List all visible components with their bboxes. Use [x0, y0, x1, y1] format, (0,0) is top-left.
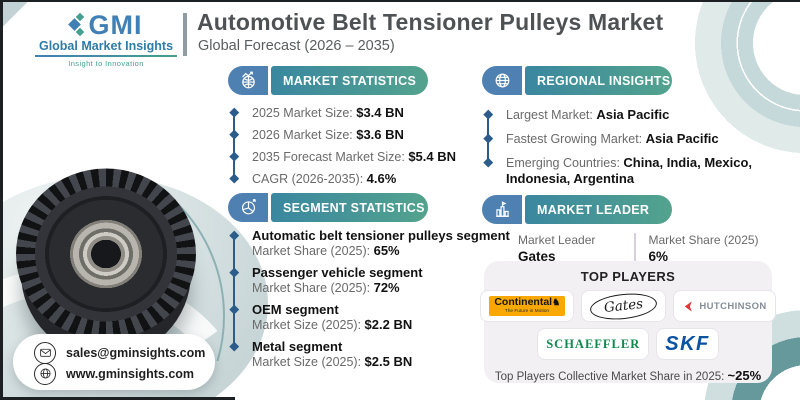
schaeffler-logo: SCHAEFFLER	[537, 328, 650, 360]
pie-chart-icon	[241, 198, 256, 215]
list-item: Passenger vehicle segment Market Share (…	[228, 265, 478, 296]
segment-statistics-title: SEGMENT STATISTICS	[271, 193, 428, 222]
pulley-image	[16, 164, 196, 360]
continental-logo: Continental♞ The Future in Motion	[480, 290, 575, 322]
regional-insights-badge	[482, 66, 522, 95]
top-players-title: TOP PLAYERS	[580, 269, 676, 284]
market-leader-stats: Market Leader Gates Market Share (2025) …	[482, 232, 770, 269]
column-statistics: MARKET STATISTICS 2025 Market Size: $3.4…	[228, 66, 510, 376]
email-icon	[34, 341, 56, 364]
regional-insights-title: REGIONAL INSIGHTS	[525, 66, 672, 95]
segment-statistics-header: SEGMENT STATISTICS	[228, 193, 428, 222]
regional-insights-list: Largest Market: Asia Pacific Fastest Gro…	[482, 107, 770, 187]
logo-name: Global Market Insights	[38, 39, 174, 53]
gmi-diamond-icon	[67, 12, 84, 38]
contact-email[interactable]: sales@gminsights.com	[66, 345, 206, 360]
market-statistics-badge	[228, 66, 268, 95]
gmi-logo: GMI Global Market Insights Insight to In…	[28, 12, 184, 68]
connector-line	[233, 115, 235, 175]
market-leader-cell: Market Leader Gates	[482, 232, 634, 265]
list-item: OEM segment Market Size (2025): $2.2 BN	[228, 302, 478, 333]
diamond-bullet-icon	[229, 230, 239, 240]
diamond-bullet-icon	[229, 173, 239, 183]
frame-edge-bottom	[0, 397, 235, 400]
contact-card: sales@gminsights.com www.gminsights.com	[13, 334, 215, 390]
skf-logo: SKF	[656, 328, 719, 360]
gates-oval: Gates	[589, 290, 659, 322]
market-statistics-list: 2025 Market Size: $3.4 BN 2026 Market Si…	[228, 105, 478, 187]
list-item: Largest Market: Asia Pacific	[482, 107, 770, 123]
market-share-cell: Market Share (2025) 6%	[636, 232, 759, 265]
continental-logo-box: Continental♞ The Future in Motion	[489, 296, 566, 316]
hutchinson-chevron-icon	[685, 300, 693, 312]
list-item: 2025 Market Size: $3.4 BN	[228, 105, 478, 121]
list-item: Metal segment Market Size (2025): $2.5 B…	[228, 339, 478, 370]
diamond-bullet-icon	[229, 151, 239, 161]
list-item: Automatic belt tensioner pulleys segment…	[228, 228, 510, 259]
regional-insights-header: REGIONAL INSIGHTS	[482, 66, 672, 95]
top-players-footer: Top Players Collective Market Share in 2…	[494, 368, 762, 383]
podium-chart-icon	[495, 201, 509, 217]
list-item: 2026 Market Size: $3.6 BN	[228, 127, 478, 143]
market-leader-label: Market Leader	[518, 233, 596, 247]
corner-wedge-decoration	[0, 0, 28, 28]
globe-icon	[495, 73, 509, 88]
diamond-bullet-icon	[229, 304, 239, 314]
diamond-bullet-icon	[229, 267, 239, 277]
globe-chart-icon	[241, 71, 255, 89]
top-players-row-1: Continental♞ The Future in Motion Gates …	[480, 290, 776, 322]
top-players-box: TOP PLAYERS Continental♞ The Future in M…	[480, 261, 776, 383]
logo-rule	[35, 55, 177, 57]
list-item: CAGR (2026-2035): 4.6%	[228, 171, 478, 187]
contact-website[interactable]: www.gminsights.com	[66, 366, 195, 381]
diamond-bullet-icon	[229, 107, 239, 117]
column-insights: REGIONAL INSIGHTS Largest Market: Asia P…	[482, 66, 770, 269]
list-item: 2035 Forecast Market Size: $5.4 BN	[228, 149, 478, 165]
diamond-bullet-icon	[483, 133, 493, 143]
hutchinson-logo: HUTCHINSON	[673, 290, 776, 322]
list-item: Fastest Growing Market: Asia Pacific	[482, 131, 770, 147]
vertical-divider	[634, 233, 636, 269]
market-statistics-header: MARKET STATISTICS	[228, 66, 428, 95]
market-leader-title: MARKET LEADER	[525, 195, 672, 224]
top-players-row-2: SCHAEFFLER SKF	[494, 328, 762, 360]
contact-website-row[interactable]: www.gminsights.com	[34, 362, 215, 385]
page-subtitle: Global Forecast (2026 – 2035)	[198, 38, 395, 54]
segment-statistics-badge	[228, 193, 268, 222]
contact-email-row[interactable]: sales@gminsights.com	[34, 341, 215, 364]
market-leader-value: Gates	[518, 249, 556, 264]
diamond-bullet-icon	[483, 157, 493, 167]
continental-horse-icon: ♞	[552, 297, 561, 307]
list-item: Emerging Countries: China, India, Mexico…	[482, 155, 770, 187]
pulley-face	[16, 168, 196, 340]
market-leader-header: MARKET LEADER	[482, 195, 672, 224]
market-share-label: Market Share (2025)	[648, 233, 759, 247]
frame-edge-left	[0, 0, 3, 400]
diamond-bullet-icon	[229, 341, 239, 351]
market-leader-badge	[482, 195, 522, 224]
title-divider	[183, 13, 187, 56]
market-share-value: 6%	[648, 249, 669, 264]
page-title: Automotive Belt Tensioner Pulleys Market	[197, 9, 664, 35]
gates-logo: Gates	[581, 290, 667, 322]
diamond-bullet-icon	[229, 129, 239, 139]
logo-tagline: Insight to Innovation	[68, 59, 144, 68]
arc-decoration	[150, 196, 242, 361]
market-statistics-title: MARKET STATISTICS	[271, 66, 428, 95]
website-globe-icon	[34, 362, 56, 385]
diamond-bullet-icon	[483, 109, 493, 119]
frame-edge-top	[0, 0, 800, 2]
connector-line	[233, 238, 235, 344]
logo-abbr: GMI	[88, 10, 143, 40]
segment-statistics-list: Automatic belt tensioner pulleys segment…	[228, 228, 510, 370]
